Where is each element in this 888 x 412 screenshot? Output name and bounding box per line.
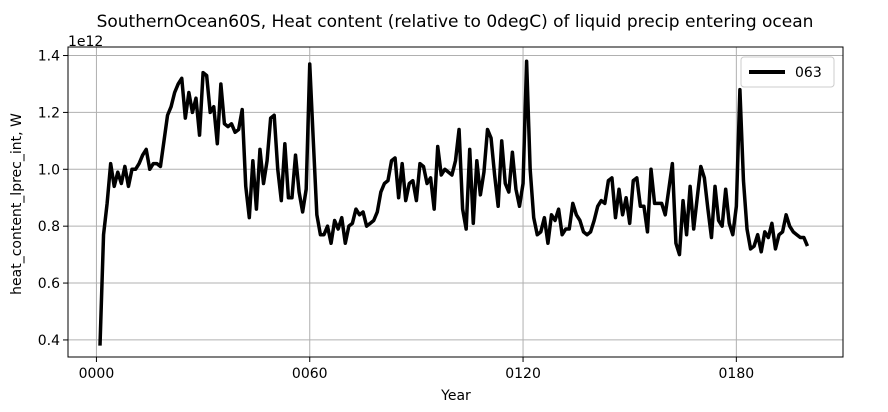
- x-tick-label: 0000: [79, 366, 115, 382]
- y-tick-label: 1.4: [38, 49, 60, 65]
- y-offset-label: 1e12: [68, 34, 103, 50]
- y-tick-label: 1.2: [38, 105, 60, 121]
- plot-area-frame: [67, 46, 844, 358]
- y-tick-label: 0.8: [38, 219, 60, 235]
- x-axis: 0000 0060 0120 0180: [79, 357, 755, 382]
- y-tick-label: 0.4: [38, 333, 60, 349]
- y-tick-label: 0.6: [38, 276, 60, 292]
- grid: [68, 47, 843, 357]
- series-line-063: [98, 59, 810, 346]
- y-axis-title: heat_content_lprec_int, W: [9, 113, 25, 295]
- legend-label: 063: [795, 65, 822, 81]
- y-tick-label: 1.0: [38, 162, 60, 178]
- x-tick-label: 0120: [505, 366, 541, 382]
- y-axis: 0.4 0.6 0.8 1.0 1.2 1.4: [38, 49, 68, 349]
- legend: 063: [740, 56, 835, 88]
- plot-lines: [98, 59, 810, 346]
- x-axis-title: Year: [440, 388, 471, 404]
- x-tick-label: 0180: [719, 366, 755, 382]
- x-tick-label: 0060: [292, 366, 328, 382]
- legend-box: [740, 56, 835, 88]
- chart-title: SouthernOcean60S, Heat content (relative…: [97, 12, 814, 32]
